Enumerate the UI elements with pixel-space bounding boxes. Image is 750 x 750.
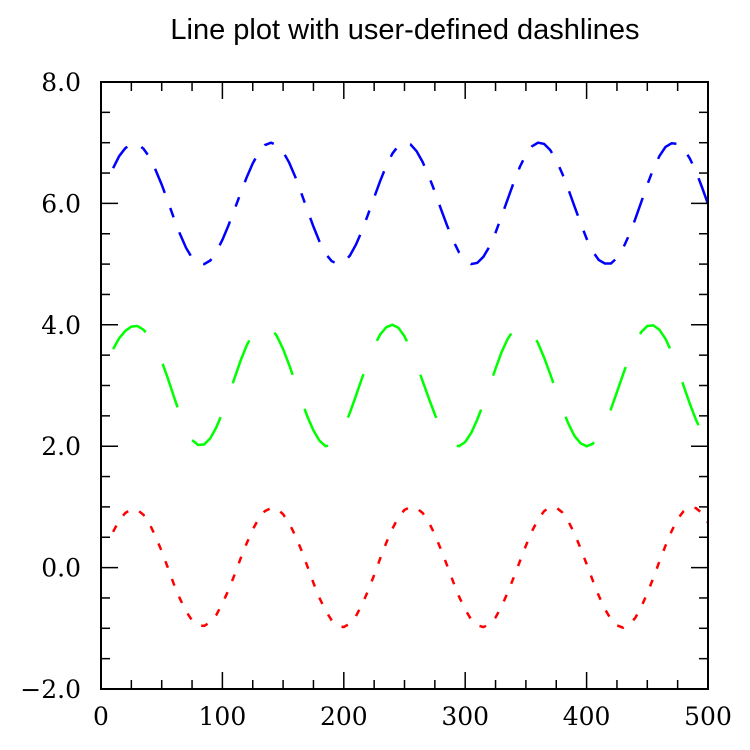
x-tick-label: 0 — [93, 702, 109, 731]
x-tick-label: 400 — [563, 702, 611, 731]
ticks-layer — [100, 81, 709, 690]
plot-frame — [100, 81, 709, 690]
series-line-3 — [111, 141, 710, 266]
x-tick-label: 300 — [441, 702, 489, 731]
y-tick-label: 8.0 — [41, 68, 81, 97]
x-tick-label: 200 — [320, 702, 368, 731]
series-line-1 — [111, 505, 710, 630]
series-line-2 — [112, 323, 710, 448]
y-tick-label: 0.0 — [41, 554, 81, 583]
y-tick-label: 4.0 — [41, 311, 81, 340]
labels-layer: 0 100 200 300 400 500 −2.0 0.0 2.0 4.0 6.0 8.0 — [20, 68, 732, 731]
y-tick-label: −2.0 — [20, 675, 81, 704]
y-tick-label: 6.0 — [41, 189, 81, 218]
x-tick-label: 100 — [199, 702, 247, 731]
series-layer — [111, 141, 710, 630]
x-tick-label: 500 — [684, 702, 732, 731]
chart-title: Line plot with user-defined dashlines — [170, 14, 640, 46]
y-tick-label: 2.0 — [41, 432, 81, 461]
